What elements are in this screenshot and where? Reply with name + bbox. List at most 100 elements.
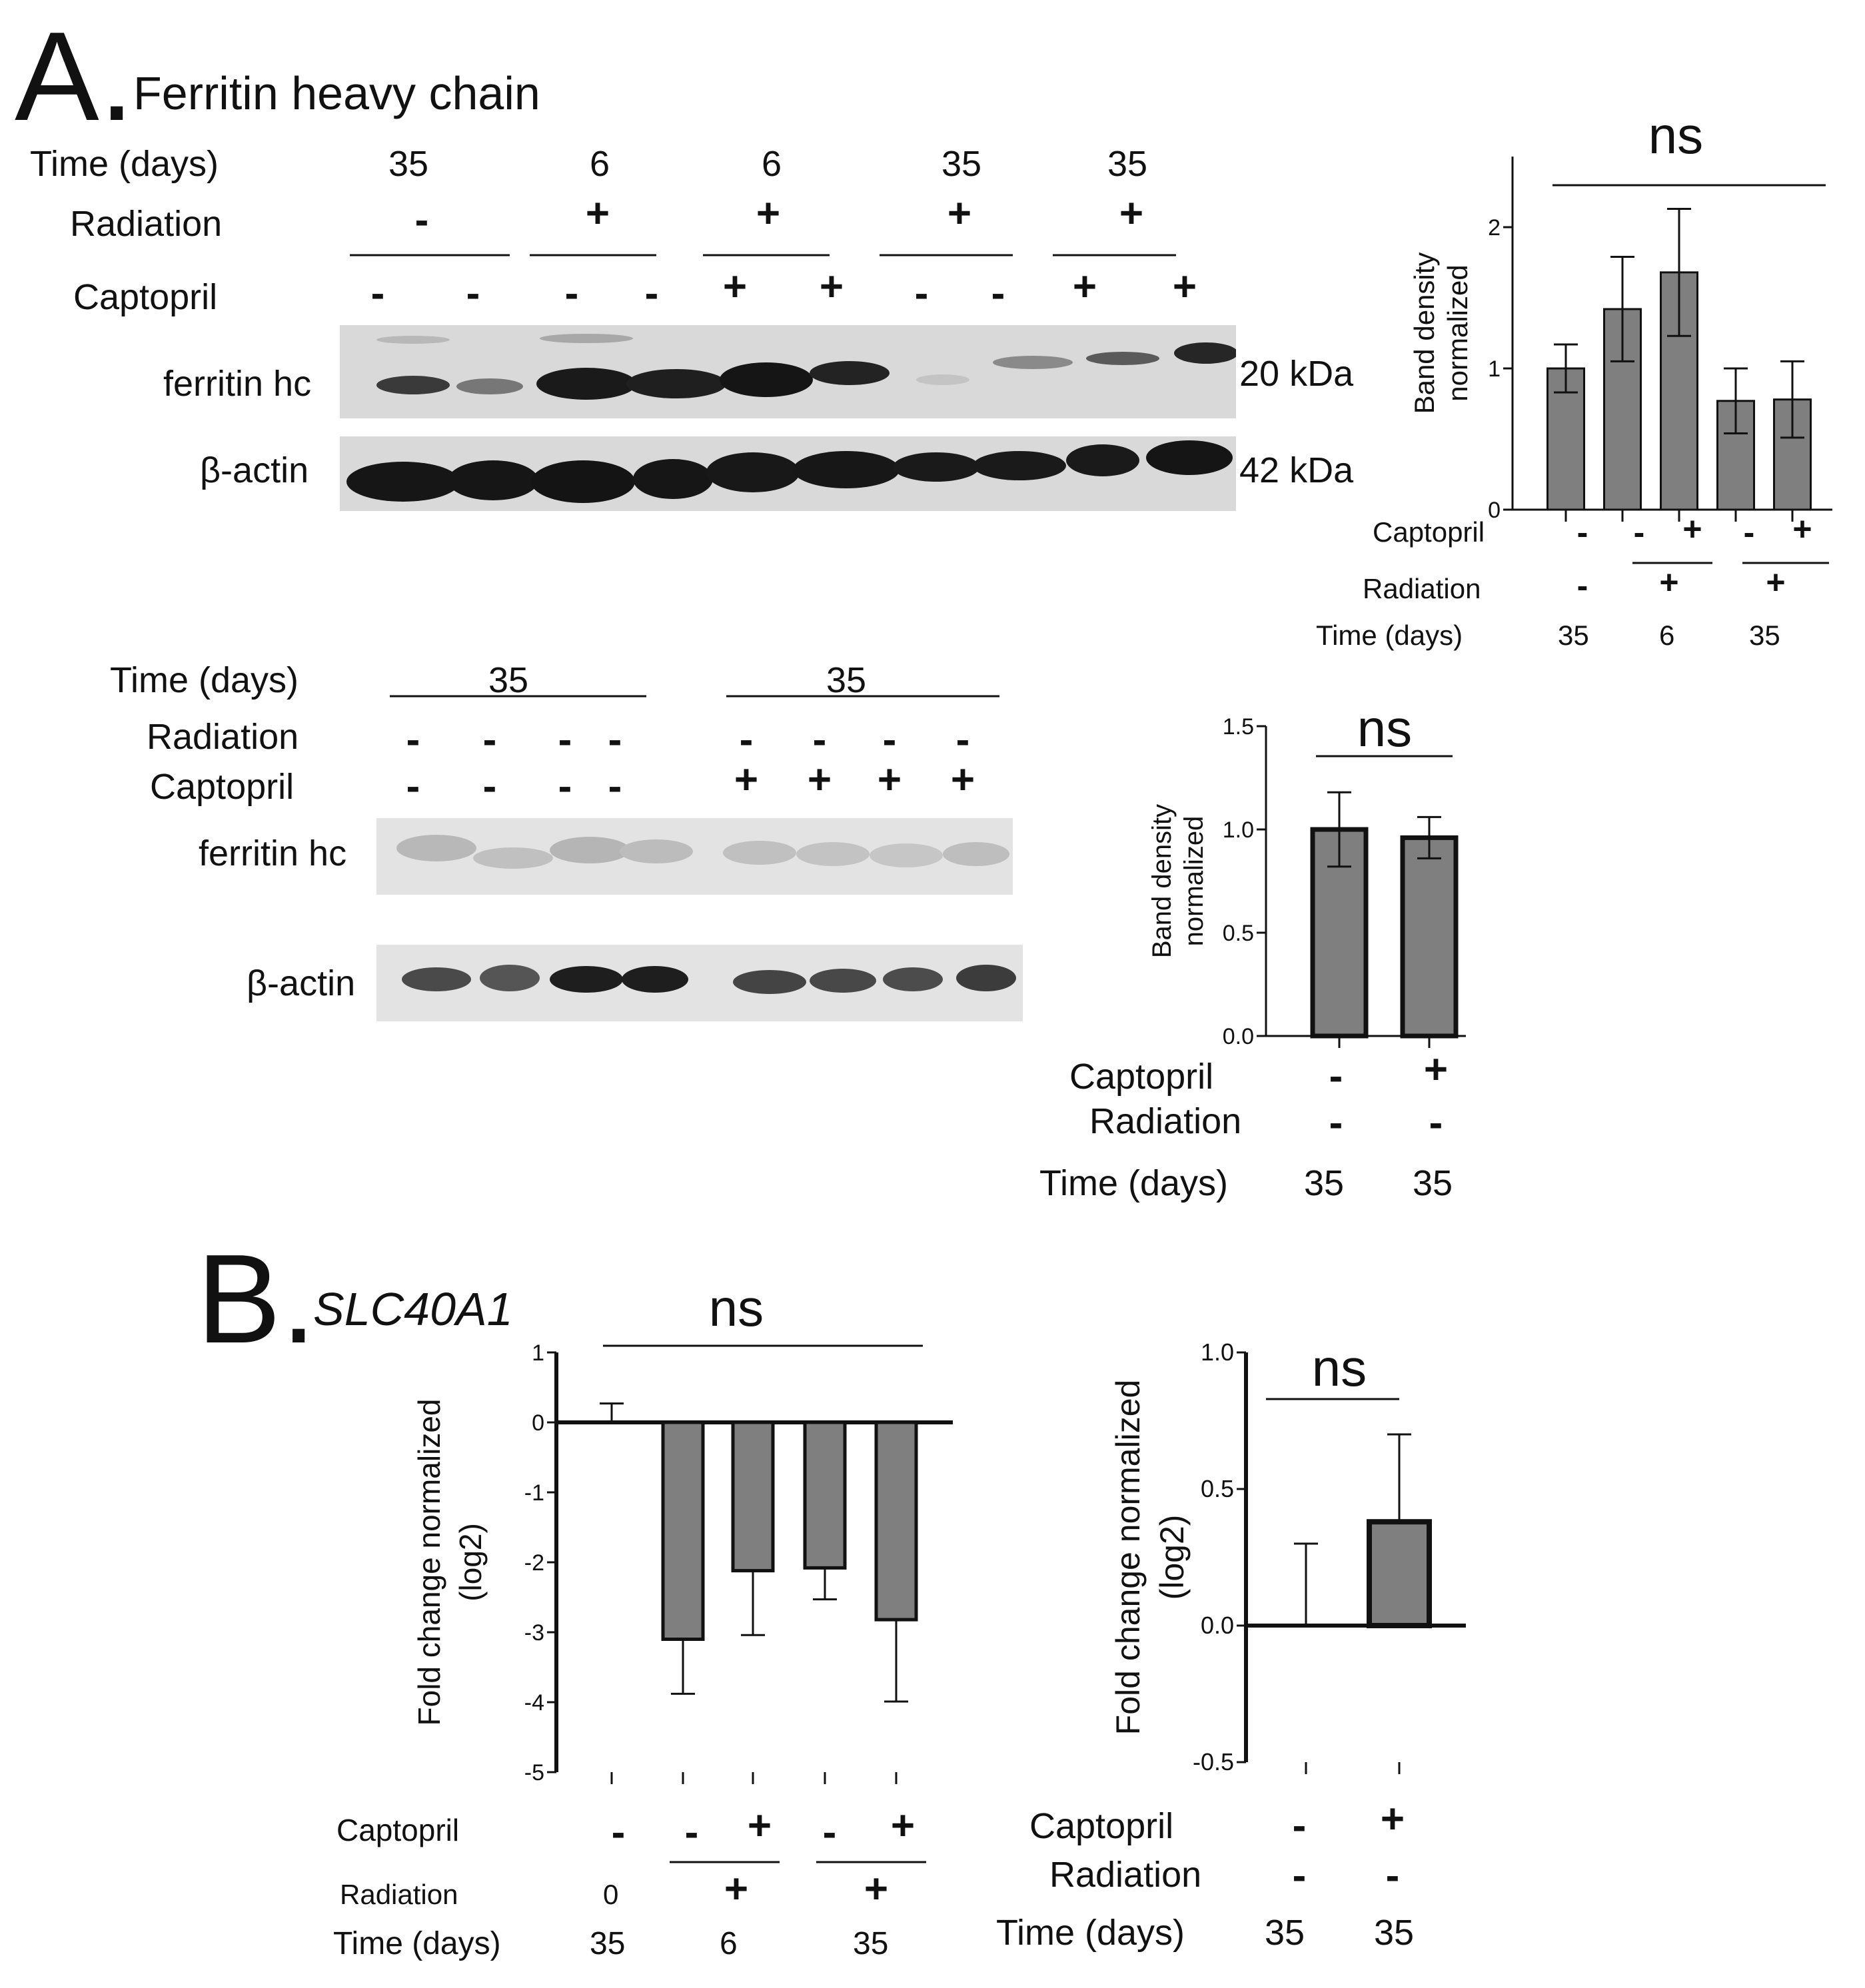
y-tick-label: -4: [524, 1690, 544, 1716]
y-tick-label: 0.5: [1223, 921, 1254, 946]
bar: [1400, 835, 1459, 1039]
chart3-group-lines: [670, 1861, 926, 1863]
blot2-time-value: 35: [488, 660, 529, 700]
chart1-captopril-sign: -: [1576, 514, 1588, 551]
blot1-radiation-sign: +: [1119, 191, 1144, 237]
y-tick-label: -5: [524, 1760, 544, 1785]
y-axis-label-group: Band density normalized: [1147, 804, 1209, 958]
chart4-radiation-label: Radiation: [1049, 1855, 1202, 1895]
blot2-band-label: ferritin hc: [199, 833, 347, 873]
blot2-radiation-label: Radiation: [147, 717, 299, 757]
blot2-captopril-sign: -: [406, 763, 420, 809]
chart3-time-value: 35: [590, 1926, 626, 1961]
blot2-radiation-sign: -: [406, 717, 420, 763]
blot1-captopril-sign: -: [914, 270, 929, 316]
chart3-captopril-sign: +: [747, 1803, 772, 1849]
chart2-radiation-label: Radiation: [1089, 1101, 1242, 1141]
chart2-captopril-sign: +: [1423, 1047, 1449, 1093]
chart1-radiation-label: Radiation: [1363, 573, 1481, 604]
y-tick-label: 1.0: [1223, 817, 1254, 843]
chart1-radiation-sign: +: [1659, 564, 1679, 601]
chart4-time-value: 35: [1374, 1913, 1415, 1953]
chart3-time-value: 35: [853, 1926, 889, 1961]
blot1-marker: 20 kDa: [1239, 354, 1354, 394]
chart2-captopril-sign: -: [1329, 1053, 1343, 1099]
blot2-actin-image: [376, 945, 1023, 1021]
chart1-time-value: 6: [1659, 620, 1675, 651]
panel-a-title: Ferritin heavy chain: [133, 67, 540, 119]
blot1-time-value: 6: [590, 144, 610, 184]
blot2-captopril-sign: +: [734, 757, 759, 803]
blot1-radiation-label: Radiation: [70, 204, 223, 244]
chart4-radiation-sign: -: [1292, 1853, 1307, 1899]
blot1-ferritin-image: [340, 325, 1236, 418]
chart3-radiation-sign: +: [864, 1866, 889, 1912]
y-tick-label: -2: [524, 1550, 544, 1576]
y-tick-label: -3: [524, 1620, 544, 1646]
chart4-captopril-label: Captopril: [1029, 1806, 1174, 1846]
blot1-captopril-sign: -: [370, 270, 385, 316]
blot1-captopril-sign: -: [564, 270, 579, 316]
y-tick-label: 1.0: [1201, 1338, 1234, 1366]
blot1-time-value: 35: [388, 144, 429, 184]
y-axis-label: Band density: [1409, 252, 1440, 414]
chart3-captopril-sign: -: [684, 1809, 699, 1855]
chart2-radiation-sign: -: [1329, 1100, 1343, 1146]
blot1-marker: 42 kDa: [1239, 450, 1354, 490]
blot2-radiation-sign: -: [608, 717, 622, 763]
blot2-radiation-sign: -: [882, 717, 897, 763]
bar: [874, 1420, 918, 1622]
blot1-radiation-sign: +: [585, 191, 610, 237]
chart4-radiation-sign: -: [1385, 1853, 1400, 1899]
chart1-time-value: 35: [1749, 620, 1780, 651]
blot2-radiation-sign: -: [739, 717, 754, 763]
blot2-time-label: Time (days): [110, 660, 299, 700]
chart2-radiation-sign: -: [1429, 1100, 1443, 1146]
y-tick-label: 0.0: [1223, 1024, 1254, 1049]
chart-1-ferritin-bar: 0 1 2 Band density normalized ns: [1409, 106, 1832, 523]
chart2-time-value: 35: [1304, 1163, 1345, 1203]
chart3-radiation-value: 0: [603, 1879, 619, 1910]
blot2-captopril-sign: -: [608, 763, 622, 809]
chart4-time-label: Time (days): [996, 1913, 1185, 1953]
blot1-group-lines: [350, 254, 1176, 256]
y-axis-label-unit: (log2): [453, 1523, 488, 1602]
bar: [1367, 1519, 1432, 1629]
blot1-radiation-sign: +: [947, 191, 972, 237]
chart-3-slc40a1-bar: 1 0 -1 -2 -3 -4 -5 Fold change normalized (log2)…: [412, 1278, 953, 1785]
y-tick-label: 0.5: [1201, 1475, 1234, 1502]
chart4-time-value: 35: [1265, 1913, 1305, 1953]
significance-label: ns: [1357, 699, 1412, 757]
chart1-radiation-sign: +: [1766, 564, 1786, 601]
blot2-captopril-sign: +: [950, 757, 975, 803]
y-axis-label: normalized: [1179, 816, 1209, 947]
blot1-band-label: β-actin: [200, 450, 309, 490]
significance-label: ns: [709, 1278, 764, 1337]
y-axis-label: normalized: [1442, 264, 1473, 401]
blot1-radiation-sign: +: [756, 191, 781, 237]
chart3-time-value: 6: [720, 1926, 738, 1961]
blot2-band-label: β-actin: [247, 963, 356, 1003]
chart1-time-label: Time (days): [1316, 620, 1463, 651]
blot1-time-label: Time (days): [30, 144, 219, 184]
y-tick-label: 1: [532, 1340, 544, 1366]
chart3-radiation-sign: +: [724, 1866, 749, 1912]
bar: [731, 1420, 775, 1573]
blot1-band-label: ferritin hc: [163, 364, 312, 404]
chart3-captopril-sign: -: [822, 1809, 837, 1855]
blot2-captopril-sign: -: [482, 763, 497, 809]
y-tick-label: 0.0: [1201, 1612, 1234, 1639]
chart2-time-value: 35: [1413, 1163, 1453, 1203]
blot2-captopril-sign: -: [558, 763, 572, 809]
chart1-captopril-label: Captopril: [1373, 516, 1485, 548]
blot1-time-value: 6: [762, 144, 782, 184]
chart3-captopril-label: Captopril: [336, 1813, 460, 1847]
blot1-captopril-sign: +: [1072, 264, 1097, 310]
panel-a-letter: A.: [15, 6, 135, 147]
chart3-captopril-sign: +: [890, 1803, 916, 1849]
panel-b-letter: B.: [197, 1229, 316, 1370]
chart3-time-label: Time (days): [333, 1926, 501, 1961]
blot2-time-value: 35: [826, 660, 867, 700]
y-tick-label: 1.5: [1223, 714, 1254, 740]
